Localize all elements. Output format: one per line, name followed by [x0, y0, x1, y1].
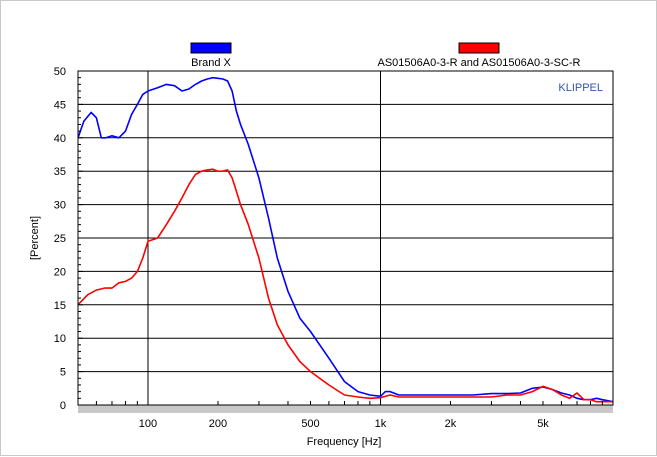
legend: Brand X AS01506A0-3-R and AS01506A0-3-SC-…: [190, 42, 581, 69]
klippel-watermark: KLIPPEL: [558, 82, 603, 94]
y-tick-label: 35: [54, 166, 66, 178]
y-tick-label: 40: [54, 133, 66, 145]
x-tick-label: 500: [301, 418, 319, 430]
y-tick-label: 0: [60, 400, 66, 412]
y-tick-label: 30: [54, 200, 66, 212]
plot-area: [77, 71, 614, 405]
series-line-2: [77, 168, 613, 403]
x-tick-label: 1k: [375, 418, 387, 430]
y-tick-label: 45: [54, 99, 66, 111]
legend-swatch-2: [458, 42, 500, 54]
x-tick-label: 200: [209, 418, 227, 430]
axes: 0 5 10 15 20 25 30 35 40 45 50 100 200 500 1k 2k 5k: [54, 66, 614, 430]
y-tick-label: 10: [54, 333, 66, 345]
x-tick-label: 100: [139, 418, 157, 430]
x-axis-label: Frequency [Hz]: [307, 436, 382, 448]
y-tick-label: 5: [60, 367, 66, 379]
legend-label-1: Brand X: [191, 57, 231, 69]
x-tick-label: 2k: [445, 418, 457, 430]
y-tick-label: 15: [54, 300, 66, 312]
series-line-1: [77, 76, 614, 403]
x-axis-band: [78, 405, 613, 413]
y-axis-label: [Percent]: [29, 216, 41, 260]
legend-swatch-1: [190, 42, 232, 54]
x-tick-label: 5k: [537, 418, 549, 430]
legend-label-2: AS01506A0-3-R and AS01506A0-3-SC-R: [377, 57, 580, 69]
y-tick-label: 25: [54, 233, 66, 245]
y-tick-label: 20: [54, 266, 66, 278]
plot-border: [77, 70, 614, 406]
y-tick-label: 50: [54, 66, 66, 78]
